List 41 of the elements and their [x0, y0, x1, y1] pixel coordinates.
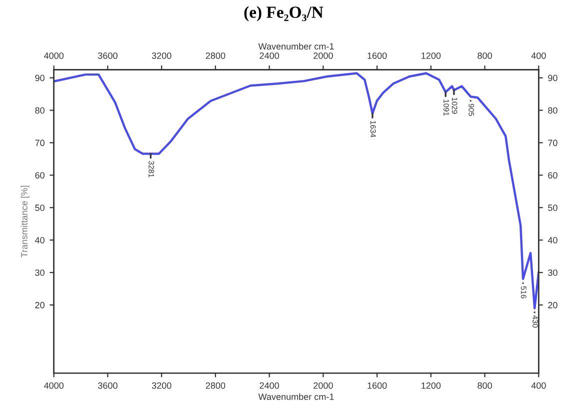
y-tick-label: 90 [35, 74, 44, 82]
y2-tick-label: 30 [548, 269, 558, 276]
x2-tick-label: 2400 [260, 52, 280, 59]
x2-tick-label: 1600 [368, 52, 387, 59]
y-tick-label: 30 [35, 269, 44, 276]
x2-tick-label: 400 [531, 52, 546, 59]
y2-tick-label: 20 [548, 302, 558, 308]
x-tick-label: 4000 [44, 382, 64, 389]
y2-tick-label: 50 [548, 204, 558, 211]
x2-tick-label: 800 [478, 52, 492, 59]
x-tick-label: 1600 [368, 382, 387, 389]
x2-tick-label: 4000 [44, 52, 64, 59]
y2-tick-label: 90 [548, 74, 558, 82]
y-tick-label: 40 [35, 237, 44, 244]
x2-tick-label: 2800 [206, 52, 226, 59]
y-tick-label: 50 [35, 204, 44, 211]
x-tick-label: 2000 [314, 382, 333, 389]
y-tick-label: 20 [35, 302, 44, 308]
x-tick-label: 800 [478, 382, 492, 389]
y-tick-label: 70 [35, 140, 44, 146]
y-axis-title: Transmittance [%] [20, 186, 30, 258]
x2-tick-label: 2000 [314, 52, 333, 59]
x-tick-label: 2400 [260, 382, 280, 389]
y2-tick-label: 80 [548, 107, 558, 114]
x-tick-label: 400 [531, 382, 546, 389]
line-series [54, 72, 539, 310]
x2-axis-title: Wavenumber cm-1 [258, 42, 334, 50]
x-tick-label: 3200 [152, 382, 172, 389]
x2-tick-label: 1200 [422, 52, 441, 59]
y2-tick-label: 40 [548, 237, 558, 244]
x-axis-title: Wavenumber cm-1 [258, 393, 334, 400]
y-tick-label: 80 [35, 107, 44, 114]
x2-tick-label: 3600 [98, 52, 118, 59]
x-tick-label: 3600 [98, 382, 118, 389]
y2-tick-label: 70 [548, 140, 558, 146]
x-tick-label: 1200 [422, 382, 441, 389]
x2-tick-label: 3200 [152, 52, 172, 59]
x-tick-label: 2800 [206, 382, 226, 389]
y2-tick-label: 60 [548, 172, 558, 179]
y-tick-label: 60 [35, 172, 44, 179]
chart-title: (e) Fe₂O₃/N [244, 6, 324, 22]
